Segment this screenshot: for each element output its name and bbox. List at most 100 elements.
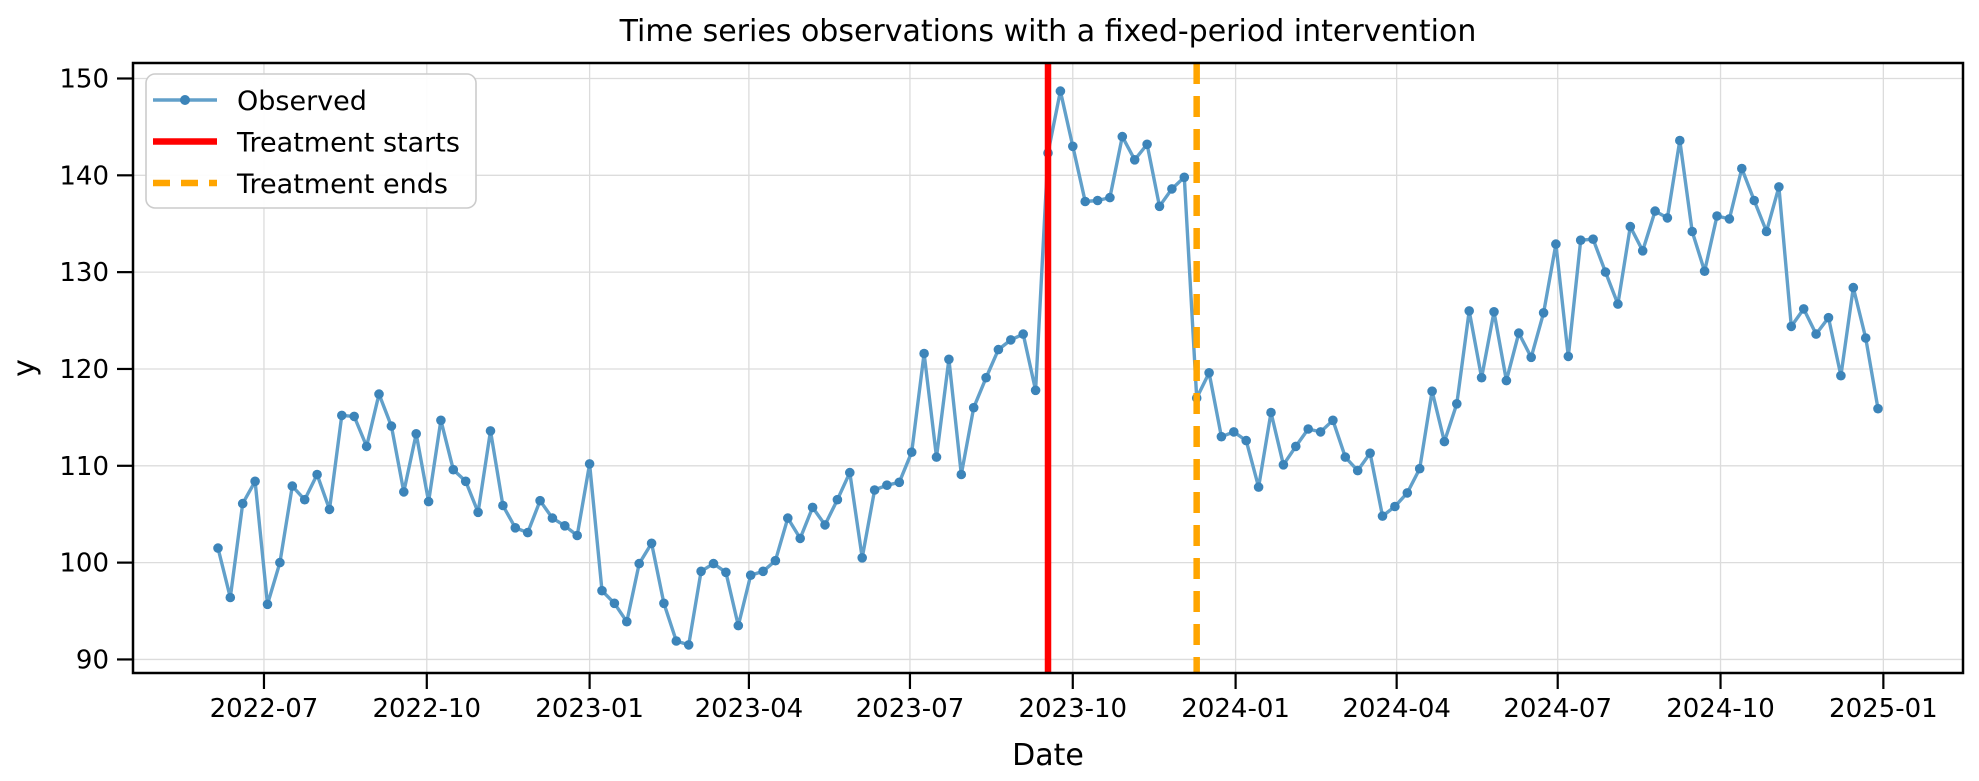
data-point xyxy=(1377,511,1388,521)
data-point xyxy=(1068,141,1078,152)
data-point xyxy=(1241,435,1251,446)
data-point xyxy=(1204,368,1214,378)
data-point xyxy=(1551,239,1561,249)
data-point xyxy=(1476,372,1487,383)
data-point xyxy=(1823,312,1834,323)
data-point xyxy=(1600,267,1611,277)
data-point xyxy=(795,533,805,544)
legend: Observed Treatment starts Treatment ends xyxy=(145,73,477,209)
data-point xyxy=(696,566,706,577)
data-point xyxy=(708,558,719,569)
data-point xyxy=(560,521,570,531)
data-point xyxy=(1675,135,1685,146)
data-point xyxy=(1724,214,1735,224)
x-tick-label: 2023-10 xyxy=(1018,694,1127,724)
data-point xyxy=(1798,304,1809,314)
y-tick-label: 140 xyxy=(59,161,109,191)
data-point xyxy=(1030,385,1041,396)
data-point xyxy=(1167,184,1177,194)
data-point xyxy=(1860,333,1871,343)
data-point xyxy=(1278,460,1289,470)
data-point xyxy=(1154,201,1165,212)
data-point xyxy=(1414,463,1425,474)
chart-title: Time series observations with a fixed-pe… xyxy=(619,14,1477,49)
data-point xyxy=(1712,211,1722,221)
data-point xyxy=(1315,427,1326,437)
y-tick-label: 90 xyxy=(76,645,109,675)
data-point xyxy=(1092,195,1103,206)
x-tick-label: 2025-01 xyxy=(1829,694,1938,724)
x-tick-label: 2024-07 xyxy=(1503,694,1612,724)
data-point xyxy=(894,477,905,488)
data-point xyxy=(448,464,459,475)
data-point xyxy=(906,447,917,458)
data-point xyxy=(423,496,434,507)
data-point xyxy=(460,476,471,487)
data-point xyxy=(1761,226,1772,237)
data-point xyxy=(1018,329,1028,339)
data-point xyxy=(237,498,248,509)
y-tick-label: 100 xyxy=(59,549,109,579)
data-point xyxy=(609,598,620,609)
data-point xyxy=(733,620,744,631)
data-point xyxy=(584,459,595,469)
data-point xyxy=(807,502,818,513)
data-point xyxy=(510,523,521,533)
data-point xyxy=(1365,448,1375,459)
data-point xyxy=(324,504,335,515)
data-point xyxy=(374,389,384,399)
data-point xyxy=(1303,424,1313,434)
data-point xyxy=(993,344,1004,355)
data-point xyxy=(956,469,967,480)
data-point xyxy=(857,553,867,563)
data-point xyxy=(1848,282,1859,293)
data-point xyxy=(597,585,607,596)
data-point xyxy=(411,429,422,439)
data-point xyxy=(1142,139,1152,150)
data-point xyxy=(1687,226,1697,237)
data-point xyxy=(1080,196,1090,207)
data-point xyxy=(944,354,954,365)
data-point xyxy=(1613,299,1623,309)
data-point xyxy=(473,507,483,518)
data-point xyxy=(981,372,991,383)
data-point xyxy=(1266,407,1276,418)
x-tick-label: 2024-04 xyxy=(1342,694,1451,724)
data-point xyxy=(1526,352,1536,363)
data-point xyxy=(1179,172,1190,183)
x-tick-label: 2024-01 xyxy=(1181,694,1290,724)
data-point xyxy=(250,476,260,487)
data-point xyxy=(1340,452,1351,462)
data-point xyxy=(1253,482,1264,492)
data-point xyxy=(1352,465,1363,476)
data-point xyxy=(671,636,682,646)
data-point xyxy=(287,481,298,491)
plot-area: 2022-07 2022-10 2023-01 2023-04 2023-07 2023-… xyxy=(59,61,1965,724)
data-point xyxy=(1402,488,1413,498)
data-point xyxy=(683,640,694,650)
data-point xyxy=(1650,206,1660,216)
legend-observed-marker-icon xyxy=(180,95,190,105)
data-point xyxy=(1662,213,1673,223)
data-point xyxy=(832,494,843,505)
data-point xyxy=(1811,329,1821,339)
data-point xyxy=(758,566,768,577)
data-point xyxy=(622,616,632,627)
data-point xyxy=(349,411,360,422)
legend-frame xyxy=(145,73,477,209)
data-point xyxy=(225,592,236,603)
data-point xyxy=(820,520,830,530)
data-point xyxy=(1588,234,1598,244)
data-point xyxy=(262,599,273,610)
data-point xyxy=(572,530,582,541)
legend-treatment-starts-label: Treatment starts xyxy=(236,128,460,159)
data-point xyxy=(1055,86,1066,96)
data-point xyxy=(1575,235,1586,245)
data-point xyxy=(1737,163,1747,174)
data-point xyxy=(1117,131,1128,142)
data-point xyxy=(1229,427,1239,437)
x-tick-label: 2023-01 xyxy=(535,694,644,724)
data-point xyxy=(1489,307,1499,317)
data-point xyxy=(931,452,942,462)
